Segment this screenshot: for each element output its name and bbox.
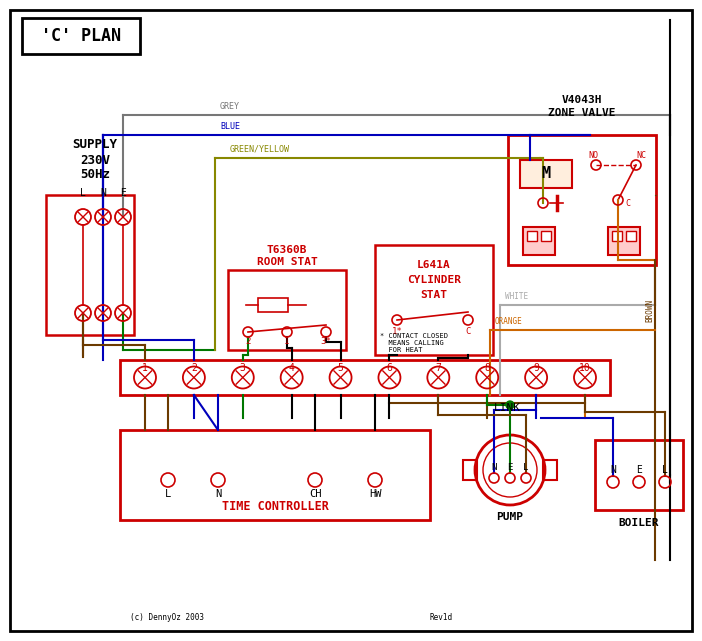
Text: N: N [610,465,616,475]
Text: 50Hz: 50Hz [80,169,110,181]
Bar [608,227,640,255]
Text: 5: 5 [338,363,343,373]
Text: BROWN: BROWN [646,299,654,322]
Text: HW: HW [369,489,381,499]
Bar [595,440,683,510]
Text: V4043H: V4043H [562,95,602,105]
Text: L641A: L641A [417,260,451,270]
Text: GREEN/YELLOW: GREEN/YELLOW [230,145,290,154]
Text: BOILER: BOILER [618,518,659,528]
Text: LINK: LINK [494,403,521,413]
Bar [120,430,430,520]
Text: ORANGE: ORANGE [495,317,523,326]
Text: CH: CH [309,489,322,499]
Bar [541,231,551,241]
Text: L: L [662,465,668,475]
Text: T6360B: T6360B [267,245,307,255]
Text: C: C [625,199,630,208]
Text: C: C [465,328,470,337]
Text: 1: 1 [284,338,290,347]
Text: NC: NC [636,151,646,160]
Text: 1: 1 [142,363,148,373]
Text: E: E [120,188,126,198]
Text: N: N [100,188,106,198]
Text: 8: 8 [484,363,490,373]
Text: NO: NO [588,151,598,160]
Bar [375,245,493,355]
Bar [523,227,555,255]
Bar [520,160,572,188]
Text: N: N [491,463,497,472]
Text: ZONE VALVE: ZONE VALVE [548,108,616,118]
Text: E: E [508,463,512,472]
Text: 2: 2 [191,363,197,373]
Text: 4: 4 [289,363,295,373]
Bar [22,18,140,54]
Text: 9: 9 [534,363,539,373]
Text: 10: 10 [579,363,591,373]
Text: SUPPLY: SUPPLY [72,138,117,151]
Bar [626,231,636,241]
Text: L: L [165,489,171,499]
Bar [463,460,477,480]
Text: E: E [636,465,642,475]
Text: TIME CONTROLLER: TIME CONTROLLER [222,499,329,513]
Text: 7: 7 [435,363,442,373]
Bar [543,460,557,480]
Bar [258,298,288,312]
Text: ROOM STAT: ROOM STAT [257,257,317,267]
Bar [120,360,610,395]
Text: WHITE: WHITE [505,292,528,301]
Text: 6: 6 [387,363,392,373]
Text: GREY: GREY [220,102,240,111]
Text: 3: 3 [240,363,246,373]
Circle shape [506,401,514,409]
Text: M: M [541,167,550,181]
Text: (c) DennyOz 2003: (c) DennyOz 2003 [130,613,204,622]
Text: BLUE: BLUE [220,122,240,131]
Text: * CONTACT CLOSED
  MEANS CALLING
  FOR HEAT: * CONTACT CLOSED MEANS CALLING FOR HEAT [380,333,448,353]
Text: STAT: STAT [420,290,447,300]
Bar [46,195,134,335]
Bar [228,270,346,350]
Text: L: L [523,463,529,472]
Text: L: L [80,188,86,198]
Text: 3*: 3* [321,338,331,347]
Text: 230V: 230V [80,153,110,167]
Text: Rev1d: Rev1d [430,613,453,622]
Bar [508,135,656,265]
Text: 'C' PLAN: 'C' PLAN [41,27,121,45]
Text: 2: 2 [245,338,251,347]
Bar [612,231,622,241]
Text: 1*: 1* [392,328,402,337]
Text: PUMP: PUMP [496,512,524,522]
Text: N: N [215,489,221,499]
Text: CYLINDER: CYLINDER [407,275,461,285]
Bar [527,231,537,241]
